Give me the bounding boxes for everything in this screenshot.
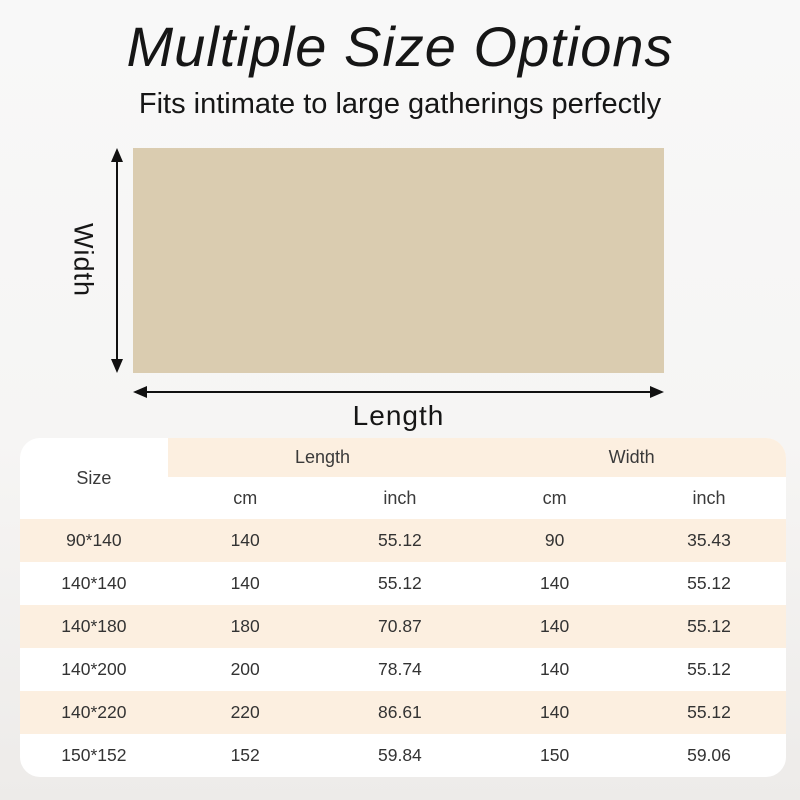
width-cm-cell: 140 — [540, 573, 570, 593]
length-inch-cell: 78.74 — [378, 659, 422, 679]
width-cm-cell: 140 — [540, 702, 570, 722]
size-cell: 140*220 — [61, 702, 127, 722]
width-inch-cell: 55.12 — [687, 659, 731, 679]
length-cm-cell: 180 — [230, 616, 260, 636]
size-cell: 90*140 — [66, 530, 122, 550]
table-row: 140*200 200 78.74 140 55.12 — [20, 648, 786, 691]
length-inch-cell: 70.87 — [378, 616, 422, 636]
length-inch-header: inch — [383, 487, 417, 508]
width-inch-cell: 55.12 — [687, 616, 731, 636]
length-cm-cell: 200 — [230, 659, 260, 679]
table-group-header-row: Size Length Width — [20, 438, 786, 488]
length-cm-cell: 140 — [230, 530, 260, 550]
size-cell: 140*140 — [61, 573, 127, 593]
table-row: 140*220 220 86.61 140 55.12 — [20, 691, 786, 734]
table-unit-header-row: cm inch cm inch — [20, 477, 786, 519]
width-group-header: Width — [477, 438, 786, 477]
size-column-header: Size — [76, 468, 112, 488]
page-title: Multiple Size Options — [126, 15, 674, 78]
table-row: 140*180 180 70.87 140 55.12 — [20, 605, 786, 648]
length-cm-cell: 140 — [230, 573, 260, 593]
width-cm-cell: 90 — [544, 530, 565, 550]
length-arrow-icon — [133, 381, 664, 403]
dimension-diagram: Width Length — [0, 148, 800, 438]
length-axis-label: Length — [352, 400, 445, 431]
tablecloth-swatch — [133, 148, 664, 373]
width-inch-cell: 59.06 — [687, 745, 731, 765]
width-inch-cell: 55.12 — [687, 702, 731, 722]
size-cell: 140*180 — [61, 616, 127, 636]
size-chart-card: Size Length Width cm inch cm inch 90*140… — [20, 438, 786, 777]
table-row: 140*140 140 55.12 140 55.12 — [20, 562, 786, 605]
length-cm-cell: 220 — [230, 702, 260, 722]
length-inch-cell: 59.84 — [378, 745, 422, 765]
width-axis-label-box: Width — [62, 148, 104, 373]
width-inch-cell: 35.43 — [687, 530, 731, 550]
width-axis-label: Width — [68, 223, 99, 298]
length-inch-cell: 55.12 — [378, 530, 422, 550]
table-row: 90*140 140 55.12 90 35.43 — [20, 519, 786, 562]
length-cm-header: cm — [233, 487, 258, 508]
size-table: Size Length Width cm inch cm inch 90*140… — [20, 438, 786, 777]
size-cell: 140*200 — [61, 659, 127, 679]
width-cm-cell: 140 — [540, 659, 570, 679]
size-cell: 150*152 — [61, 745, 127, 765]
width-arrow-icon — [106, 148, 128, 373]
page-subtitle: Fits intimate to large gatherings perfec… — [138, 88, 662, 120]
width-inch-header: inch — [692, 487, 726, 508]
table-row: 150*152 152 59.84 150 59.06 — [20, 734, 786, 777]
length-inch-cell: 86.61 — [378, 702, 422, 722]
length-cm-cell: 152 — [230, 745, 260, 765]
length-group-header: Length — [167, 438, 478, 477]
length-inch-cell: 55.12 — [378, 573, 422, 593]
width-cm-cell: 150 — [540, 745, 570, 765]
width-inch-cell: 55.12 — [687, 573, 731, 593]
width-cm-header: cm — [542, 487, 567, 508]
width-cm-cell: 140 — [540, 616, 570, 636]
